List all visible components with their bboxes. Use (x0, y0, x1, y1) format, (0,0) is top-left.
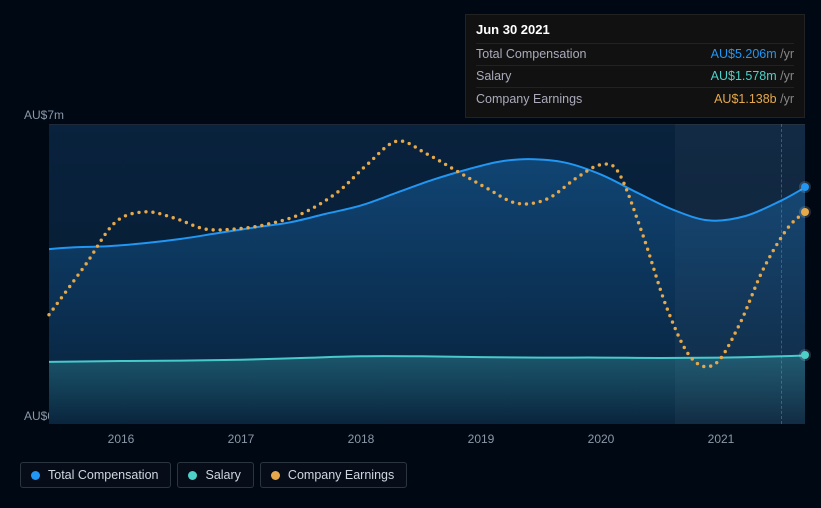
tooltip-row-label: Company Earnings (476, 90, 582, 108)
legend-swatch (31, 471, 40, 480)
legend-swatch (188, 471, 197, 480)
tooltip-row-value: AU$1.578m /yr (711, 67, 794, 85)
legend-item-earnings[interactable]: Company Earnings (260, 462, 407, 488)
x-axis-tick: 2018 (348, 432, 375, 446)
legend-swatch (271, 471, 280, 480)
tooltip-row-value: AU$1.138b /yr (714, 90, 794, 108)
series-end-marker (801, 208, 809, 216)
tooltip-row: Company Earnings AU$1.138b /yr (476, 87, 794, 109)
tooltip-row: Total Compensation AU$5.206m /yr (476, 43, 794, 65)
legend-label: Salary (205, 468, 240, 482)
tooltip-date: Jun 30 2021 (476, 21, 794, 43)
tooltip-row-label: Total Compensation (476, 45, 586, 63)
series-end-marker (801, 351, 809, 359)
legend-item-total_comp[interactable]: Total Compensation (20, 462, 171, 488)
chart-legend: Total Compensation Salary Company Earnings (20, 462, 407, 488)
tooltip-row-label: Salary (476, 67, 511, 85)
chart-tooltip: Jun 30 2021 Total Compensation AU$5.206m … (465, 14, 805, 118)
chart-plot-area[interactable] (49, 124, 805, 424)
legend-item-salary[interactable]: Salary (177, 462, 253, 488)
series-end-marker (801, 183, 809, 191)
x-axis: 2016 2017 2018 2019 2020 2021 (49, 430, 805, 448)
tooltip-row: Salary AU$1.578m /yr (476, 65, 794, 87)
x-axis-tick: 2016 (108, 432, 135, 446)
legend-label: Total Compensation (48, 468, 158, 482)
x-axis-tick: 2017 (228, 432, 255, 446)
compensation-chart: Jun 30 2021 Total Compensation AU$5.206m … (16, 14, 805, 488)
x-axis-tick: 2021 (708, 432, 735, 446)
x-axis-tick: 2019 (468, 432, 495, 446)
tooltip-row-value: AU$5.206m /yr (711, 45, 794, 63)
legend-label: Company Earnings (288, 468, 394, 482)
x-axis-tick: 2020 (588, 432, 615, 446)
y-axis-label-top: AU$7m (24, 108, 64, 122)
